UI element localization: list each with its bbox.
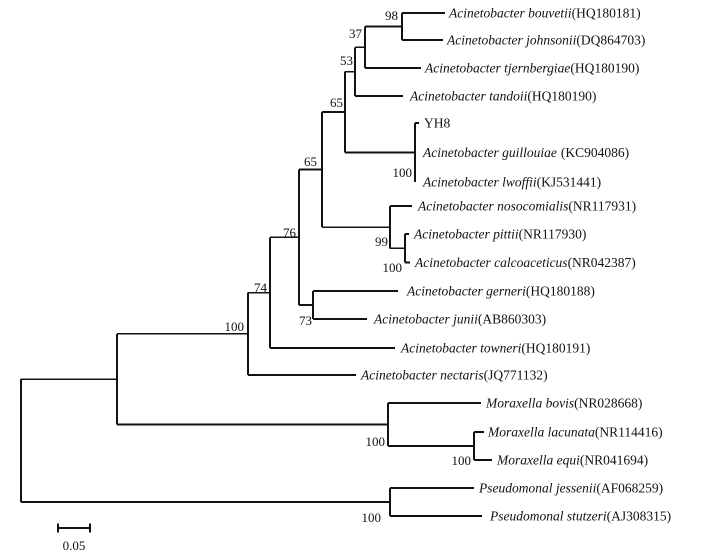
yh8-strain-label: YH8 (424, 116, 450, 131)
moraxella-equi-label: Moraxella equi(NR041694) (496, 453, 648, 468)
node-76-bootstrap: 76 (283, 225, 297, 240)
node-65-upper-bootstrap: 65 (330, 95, 343, 110)
pseudomonal-stutzeri-label: Pseudomonal stutzeri(AJ308315) (489, 509, 671, 524)
acinetobacter-pittii-label: Acinetobacter pittii(NR117930) (413, 227, 586, 242)
acinetobacter-calcoaceticus-label: Acinetobacter calcoaceticus(NR042387) (414, 255, 636, 270)
node-pittii-calcoaceticus-bootstrap: 100 (383, 260, 403, 275)
acinetobacter-johnsonii-label: Acinetobacter johnsonii(DQ864703) (446, 33, 645, 48)
acinetobacter-towneri-label: Acinetobacter towneri(HQ180191) (400, 341, 590, 356)
node-bouvetii-johnsonii-bootstrap: 98 (385, 8, 398, 23)
node-pseudomonal-clade-bootstrap: 100 (362, 510, 382, 525)
pseudomonal-jessenii-label: Pseudomonal jessenii(AF068259) (478, 481, 663, 496)
acinetobacter-nosocomialis-label: Acinetobacter nosocomialis(NR117931) (417, 199, 636, 214)
moraxella-bovis-label: Moraxella bovis(NR028668) (485, 396, 642, 411)
node-99-bootstrap: 99 (375, 234, 388, 249)
node-65-lower-bootstrap: 65 (304, 154, 317, 169)
acinetobacter-tandoii-label: Acinetobacter tandoii(HQ180190) (409, 89, 596, 104)
node-acinetobacter-clade-bootstrap: 100 (225, 319, 245, 334)
acinetobacter-guillouiae-label: Acinetobacter guillouiae (KC904086) (422, 145, 629, 160)
scale-bar-label: 0.05 (63, 538, 86, 553)
node-37-bootstrap: 37 (349, 26, 363, 41)
node-74-bootstrap: 74 (254, 280, 268, 295)
node-yh8-cluster-bootstrap: 100 (393, 165, 413, 180)
node-lacunata-equi-bootstrap: 100 (452, 453, 472, 468)
node-gerneri-junii-bootstrap: 73 (299, 313, 312, 328)
acinetobacter-bouvetii-label: Acinetobacter bouvetii(HQ180181) (448, 6, 641, 21)
acinetobacter-tjernbergiae-label: Acinetobacter tjernbergiae(HQ180190) (424, 61, 639, 76)
node-53-bootstrap: 53 (340, 53, 353, 68)
moraxella-lacunata-label: Moraxella lacunata(NR114416) (487, 425, 663, 440)
node-moraxella-clade-bootstrap: 100 (366, 434, 386, 449)
acinetobacter-lwoffii-label: Acinetobacter lwoffii(KJ531441) (422, 175, 601, 190)
acinetobacter-gerneri-label: Acinetobacter gerneri(HQ180188) (406, 284, 595, 299)
acinetobacter-nectaris-label: Acinetobacter nectaris(JQ771132) (360, 368, 548, 383)
acinetobacter-junii-label: Acinetobacter junii(AB860303) (373, 312, 546, 327)
